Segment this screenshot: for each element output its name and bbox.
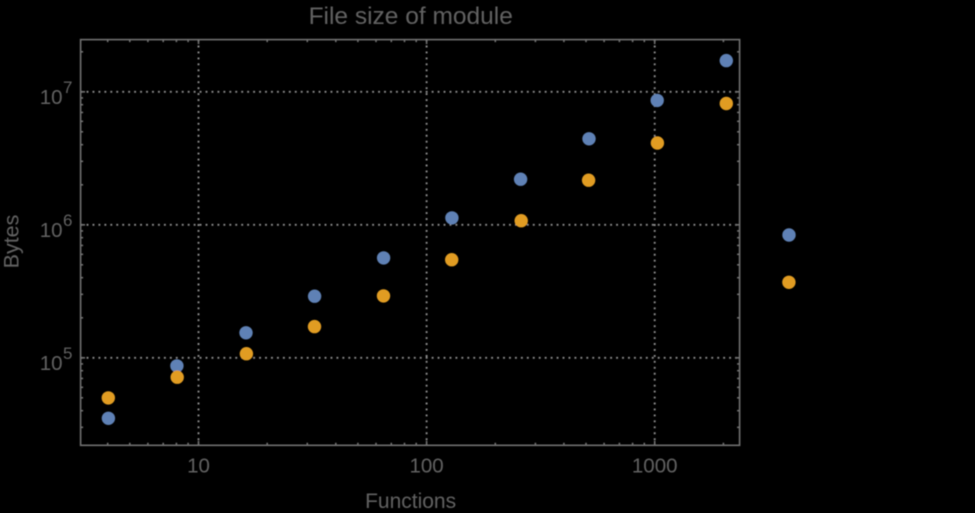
svg-text:10: 10 <box>40 219 63 242</box>
svg-text:100: 100 <box>409 454 443 477</box>
svg-text:File size of module: File size of module <box>309 3 513 30</box>
svg-text:10: 10 <box>187 454 210 477</box>
svg-text:Bytes: Bytes <box>0 215 24 269</box>
svg-text:Functions: Functions <box>365 490 456 513</box>
svg-text:1000: 1000 <box>632 454 678 477</box>
svg-text:6: 6 <box>63 211 72 230</box>
svg-text:7: 7 <box>63 78 72 97</box>
svg-text:10: 10 <box>40 86 63 109</box>
svg-text:10: 10 <box>40 352 63 375</box>
svg-text:5: 5 <box>63 344 72 363</box>
